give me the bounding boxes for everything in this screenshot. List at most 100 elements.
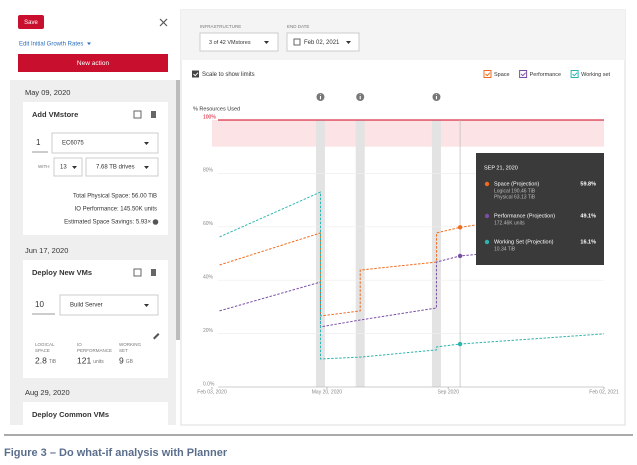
trash-icon[interactable] [151,269,156,276]
y-tick-label: 0.0% [203,381,215,387]
select-arrow [72,166,77,169]
y-tick-label: 20% [203,328,214,334]
tooltip-title: SEP 21, 2020 [484,165,518,171]
model-select[interactable] [51,132,159,154]
metric-label: WORKING [119,342,141,347]
caption: Figure 3 – Do what-if analysis with Plan… [4,447,228,459]
x-tick-label: May 20, 2020 [312,389,343,395]
count-input[interactable]: 1 [36,138,41,147]
y-tick-label: 40% [203,275,214,281]
drives-count-select[interactable] [53,157,83,177]
y-axis-label: % Resources Used [193,106,240,112]
hover-marker [457,253,463,259]
event-band [431,120,441,387]
link-arrow [87,42,91,45]
close-icon[interactable] [159,18,168,27]
tooltip-value: 49.1% [580,213,596,219]
infrastructure-select[interactable] [199,32,279,52]
y-tick-label: 100% [203,114,216,120]
metric-unit: GB [126,359,134,365]
metric-label: SET [119,348,128,353]
tooltip-bg [476,153,604,265]
checkbox-label: Scale to show limits [202,72,255,78]
checkmark [193,72,199,77]
end-date-label: END DATE [287,24,309,29]
model-value: EC6075 [62,141,84,147]
template-select[interactable] [59,294,159,316]
x-tick-label: Feb 03, 2020 [197,389,227,395]
limit-band [212,120,604,147]
metric-label: IO [77,342,82,347]
legend-check [572,72,578,77]
legend-checkbox[interactable] [519,70,528,78]
metric-unit: units [93,359,104,365]
edit-icon[interactable] [153,333,160,340]
drives-count-value: 13 [60,165,67,171]
tooltip-name: Working Set (Projection) [494,239,554,245]
tooltip-dot [484,213,490,219]
save-label: Save [24,20,38,26]
drives-select[interactable] [85,157,159,177]
y-tick-label: 80% [203,168,214,174]
new-action-label: New action [77,60,110,67]
end-date-select[interactable] [286,32,360,52]
calendar-icon[interactable] [133,268,142,277]
series-line [219,242,605,328]
stat: Total Physical Space: 56.00 TiB [73,194,157,200]
select-arrow [144,142,149,145]
select-arrow [264,41,269,44]
action-date: Aug 29, 2020 [25,388,70,397]
count-input[interactable]: 10 [35,300,44,309]
x-tick-label: Sep 2020 [438,389,460,395]
tooltip-value: 59.8% [580,181,596,187]
select-arrow [144,166,149,169]
end-date-value: Feb 02, 2021 [304,40,340,46]
save-button[interactable] [18,15,44,29]
tooltip-detail: Physical 63.13 TiB [494,194,536,200]
legend-label: Space [494,72,510,78]
infrastructure-label: INFRASTRUCTURE [200,24,241,29]
select-arrow [346,41,351,44]
hover-marker [457,225,463,230]
series-line [219,204,605,317]
y-tick-label: 60% [203,221,214,227]
edit-link[interactable]: Edit Initial Growth Rates [19,42,83,48]
legend-checkbox[interactable] [483,70,492,78]
tooltip-dot [484,239,490,245]
scrollbar[interactable] [176,80,180,340]
action-title: Add VMstore [32,110,78,119]
tooltip-detail: Logical 190.46 TiB [494,188,536,194]
with-label: WITH [38,164,50,169]
checkbox[interactable] [192,70,199,78]
metric-value: 121 [77,355,91,365]
calendar-icon[interactable] [133,110,142,119]
hover-marker [457,341,463,347]
trash-icon[interactable] [151,111,156,118]
stat: IO Performance: 145.50K units [75,207,157,213]
tooltip-name: Performance (Projection) [494,213,555,219]
legend-checkbox[interactable] [570,70,579,78]
action-title: Deploy Common VMs [32,410,109,419]
plot: 0.0% 20% 40% 60% 80% 100% % Resources Used Feb … [193,70,619,395]
help-icon[interactable] [152,219,159,225]
metric-label: LOGICAL [35,342,55,347]
select-arrow [144,304,149,307]
template-value: Build Server [70,303,103,309]
metric-value: 9 [119,355,124,365]
metric-unit: TiB [49,359,57,365]
tooltip-detail: 10.34 TiB [494,246,516,252]
action-card [23,402,168,425]
series-line [219,191,605,360]
x-tick-label: Feb 02, 2021 [589,389,619,395]
calendar-icon [293,38,301,46]
infrastructure-value: 3 of 42 VMstores [209,40,251,46]
tooltip-name: Space (Projection) [494,181,539,187]
event-band [355,120,365,387]
drives-value: 7.68 TB drives [96,165,135,171]
stat: Estimated Space Savings: 5.93× [64,220,151,226]
new-action-button[interactable] [18,54,168,72]
legend-label: Performance [530,72,562,78]
